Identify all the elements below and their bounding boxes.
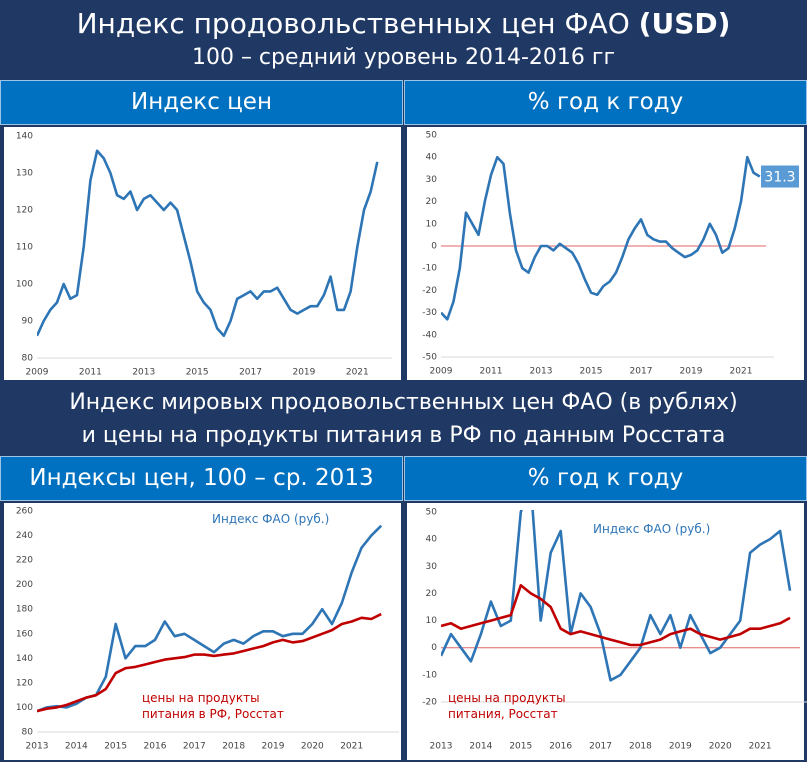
panel xyxy=(407,503,804,760)
y-tick-label: 30 xyxy=(426,562,438,572)
panel xyxy=(4,127,401,380)
x-tick-label: 2020 xyxy=(709,742,732,752)
value-label: 31.3 xyxy=(764,170,795,186)
x-tick-label: 2014 xyxy=(469,742,492,752)
panel xyxy=(4,503,401,760)
y-tick-label: 90 xyxy=(22,317,34,327)
x-tick-label: 2011 xyxy=(79,368,102,378)
x-tick-label: 2019 xyxy=(292,368,315,378)
line-series xyxy=(441,155,761,321)
y-tick-label: 120 xyxy=(16,678,33,688)
y-tick-label: 0 xyxy=(431,643,437,653)
x-tick-label: 2021 xyxy=(340,742,363,752)
x-tick-label: 2009 xyxy=(430,367,453,377)
x-tick-label: 2019 xyxy=(680,367,703,377)
x-tick-label: 2016 xyxy=(144,742,167,752)
x-tick-label: 2017 xyxy=(183,742,206,752)
x-tick-label: 2015 xyxy=(509,742,532,752)
y-tick-label: 200 xyxy=(16,580,33,590)
y-tick-label: 20 xyxy=(426,589,438,599)
y-tick-label: 140 xyxy=(16,132,33,142)
section-title: Индекс мировых продовольственных цен ФАО… xyxy=(69,390,738,415)
x-tick-label: 2014 xyxy=(65,742,88,752)
y-tick-label: 100 xyxy=(16,703,33,713)
y-tick-label: 30 xyxy=(426,175,438,185)
y-tick-label: 10 xyxy=(426,616,438,626)
x-tick-label: 2015 xyxy=(580,367,603,377)
y-tick-label: 140 xyxy=(16,654,33,664)
x-tick-label: 2017 xyxy=(589,742,612,752)
y-tick-label: 180 xyxy=(16,605,33,615)
x-tick-label: 2015 xyxy=(104,742,127,752)
panel-heading: % год к году xyxy=(404,456,807,501)
y-tick-label: 80 xyxy=(22,728,34,738)
y-tick-label: -20 xyxy=(422,286,437,296)
series-label: цены на продукты питания в РФ, Росстат xyxy=(142,691,284,721)
y-tick-label: 40 xyxy=(426,535,438,545)
line-series xyxy=(441,584,791,647)
x-tick-label: 2021 xyxy=(749,742,772,752)
subtitle: 100 – средний уровень 2014-2016 гг xyxy=(191,45,616,70)
x-tick-label: 2016 xyxy=(549,742,572,752)
x-tick-label: 2015 xyxy=(186,368,209,378)
x-tick-label: 2013 xyxy=(530,367,553,377)
y-tick-label: 120 xyxy=(16,206,33,216)
x-tick-label: 2019 xyxy=(262,742,285,752)
x-tick-label: 2017 xyxy=(239,368,262,378)
y-tick-label: -40 xyxy=(422,330,437,340)
y-tick-label: 130 xyxy=(16,169,33,179)
section-title: и цены на продукты питания в РФ по данны… xyxy=(81,423,726,448)
series-label: Индекс ФАО (руб.) xyxy=(593,522,711,536)
panel-heading: Индексы цен, 100 – ср. 2013 xyxy=(0,456,403,501)
panel-heading: % год к году xyxy=(404,80,807,125)
title-bold: (USD) xyxy=(638,7,731,40)
y-tick-label: 220 xyxy=(16,556,33,566)
y-tick-label: 160 xyxy=(16,629,33,639)
y-tick-label: 40 xyxy=(426,153,438,163)
x-tick-label: 2020 xyxy=(301,742,324,752)
x-tick-label: 2021 xyxy=(346,368,369,378)
x-tick-label: 2013 xyxy=(26,742,49,752)
y-tick-label: -10 xyxy=(422,670,437,680)
y-tick-label: 100 xyxy=(16,280,33,290)
x-tick-label: 2018 xyxy=(222,742,245,752)
y-tick-label: 10 xyxy=(426,219,438,229)
x-tick-label: 2013 xyxy=(132,368,155,378)
y-tick-label: -20 xyxy=(422,698,437,708)
y-tick-label: 260 xyxy=(16,507,33,517)
main-title: Индекс продовольственных цен ФАО (USD) xyxy=(0,4,807,44)
series-label: Индекс ФАО (руб.) xyxy=(212,512,330,526)
x-tick-label: 2009 xyxy=(26,368,49,378)
series-label: цены на продукты питания, Росстат xyxy=(448,691,566,721)
y-tick-label: 50 xyxy=(426,508,438,518)
x-tick-label: 2018 xyxy=(629,742,652,752)
x-tick-label: 2013 xyxy=(430,742,453,752)
panel-heading: Индекс цен xyxy=(0,80,403,125)
line-series xyxy=(441,510,792,682)
y-tick-label: 50 xyxy=(426,131,438,141)
value-label-box xyxy=(761,165,799,188)
y-tick-label: 0 xyxy=(431,242,437,252)
y-tick-label: 110 xyxy=(16,243,33,253)
line-series xyxy=(37,149,379,338)
title-text: Индекс продовольственных цен ФАО xyxy=(76,7,630,40)
x-tick-label: 2021 xyxy=(730,367,753,377)
y-tick-label: -50 xyxy=(422,353,437,363)
line-series xyxy=(37,612,382,713)
y-tick-label: 80 xyxy=(22,354,34,364)
x-tick-label: 2017 xyxy=(630,367,653,377)
y-tick-label: -10 xyxy=(422,264,437,274)
y-tick-label: 240 xyxy=(16,531,33,541)
y-tick-label: 20 xyxy=(426,197,438,207)
y-tick-label: -30 xyxy=(422,308,437,318)
x-tick-label: 2019 xyxy=(669,742,692,752)
x-tick-label: 2011 xyxy=(480,367,503,377)
panel xyxy=(407,127,804,380)
